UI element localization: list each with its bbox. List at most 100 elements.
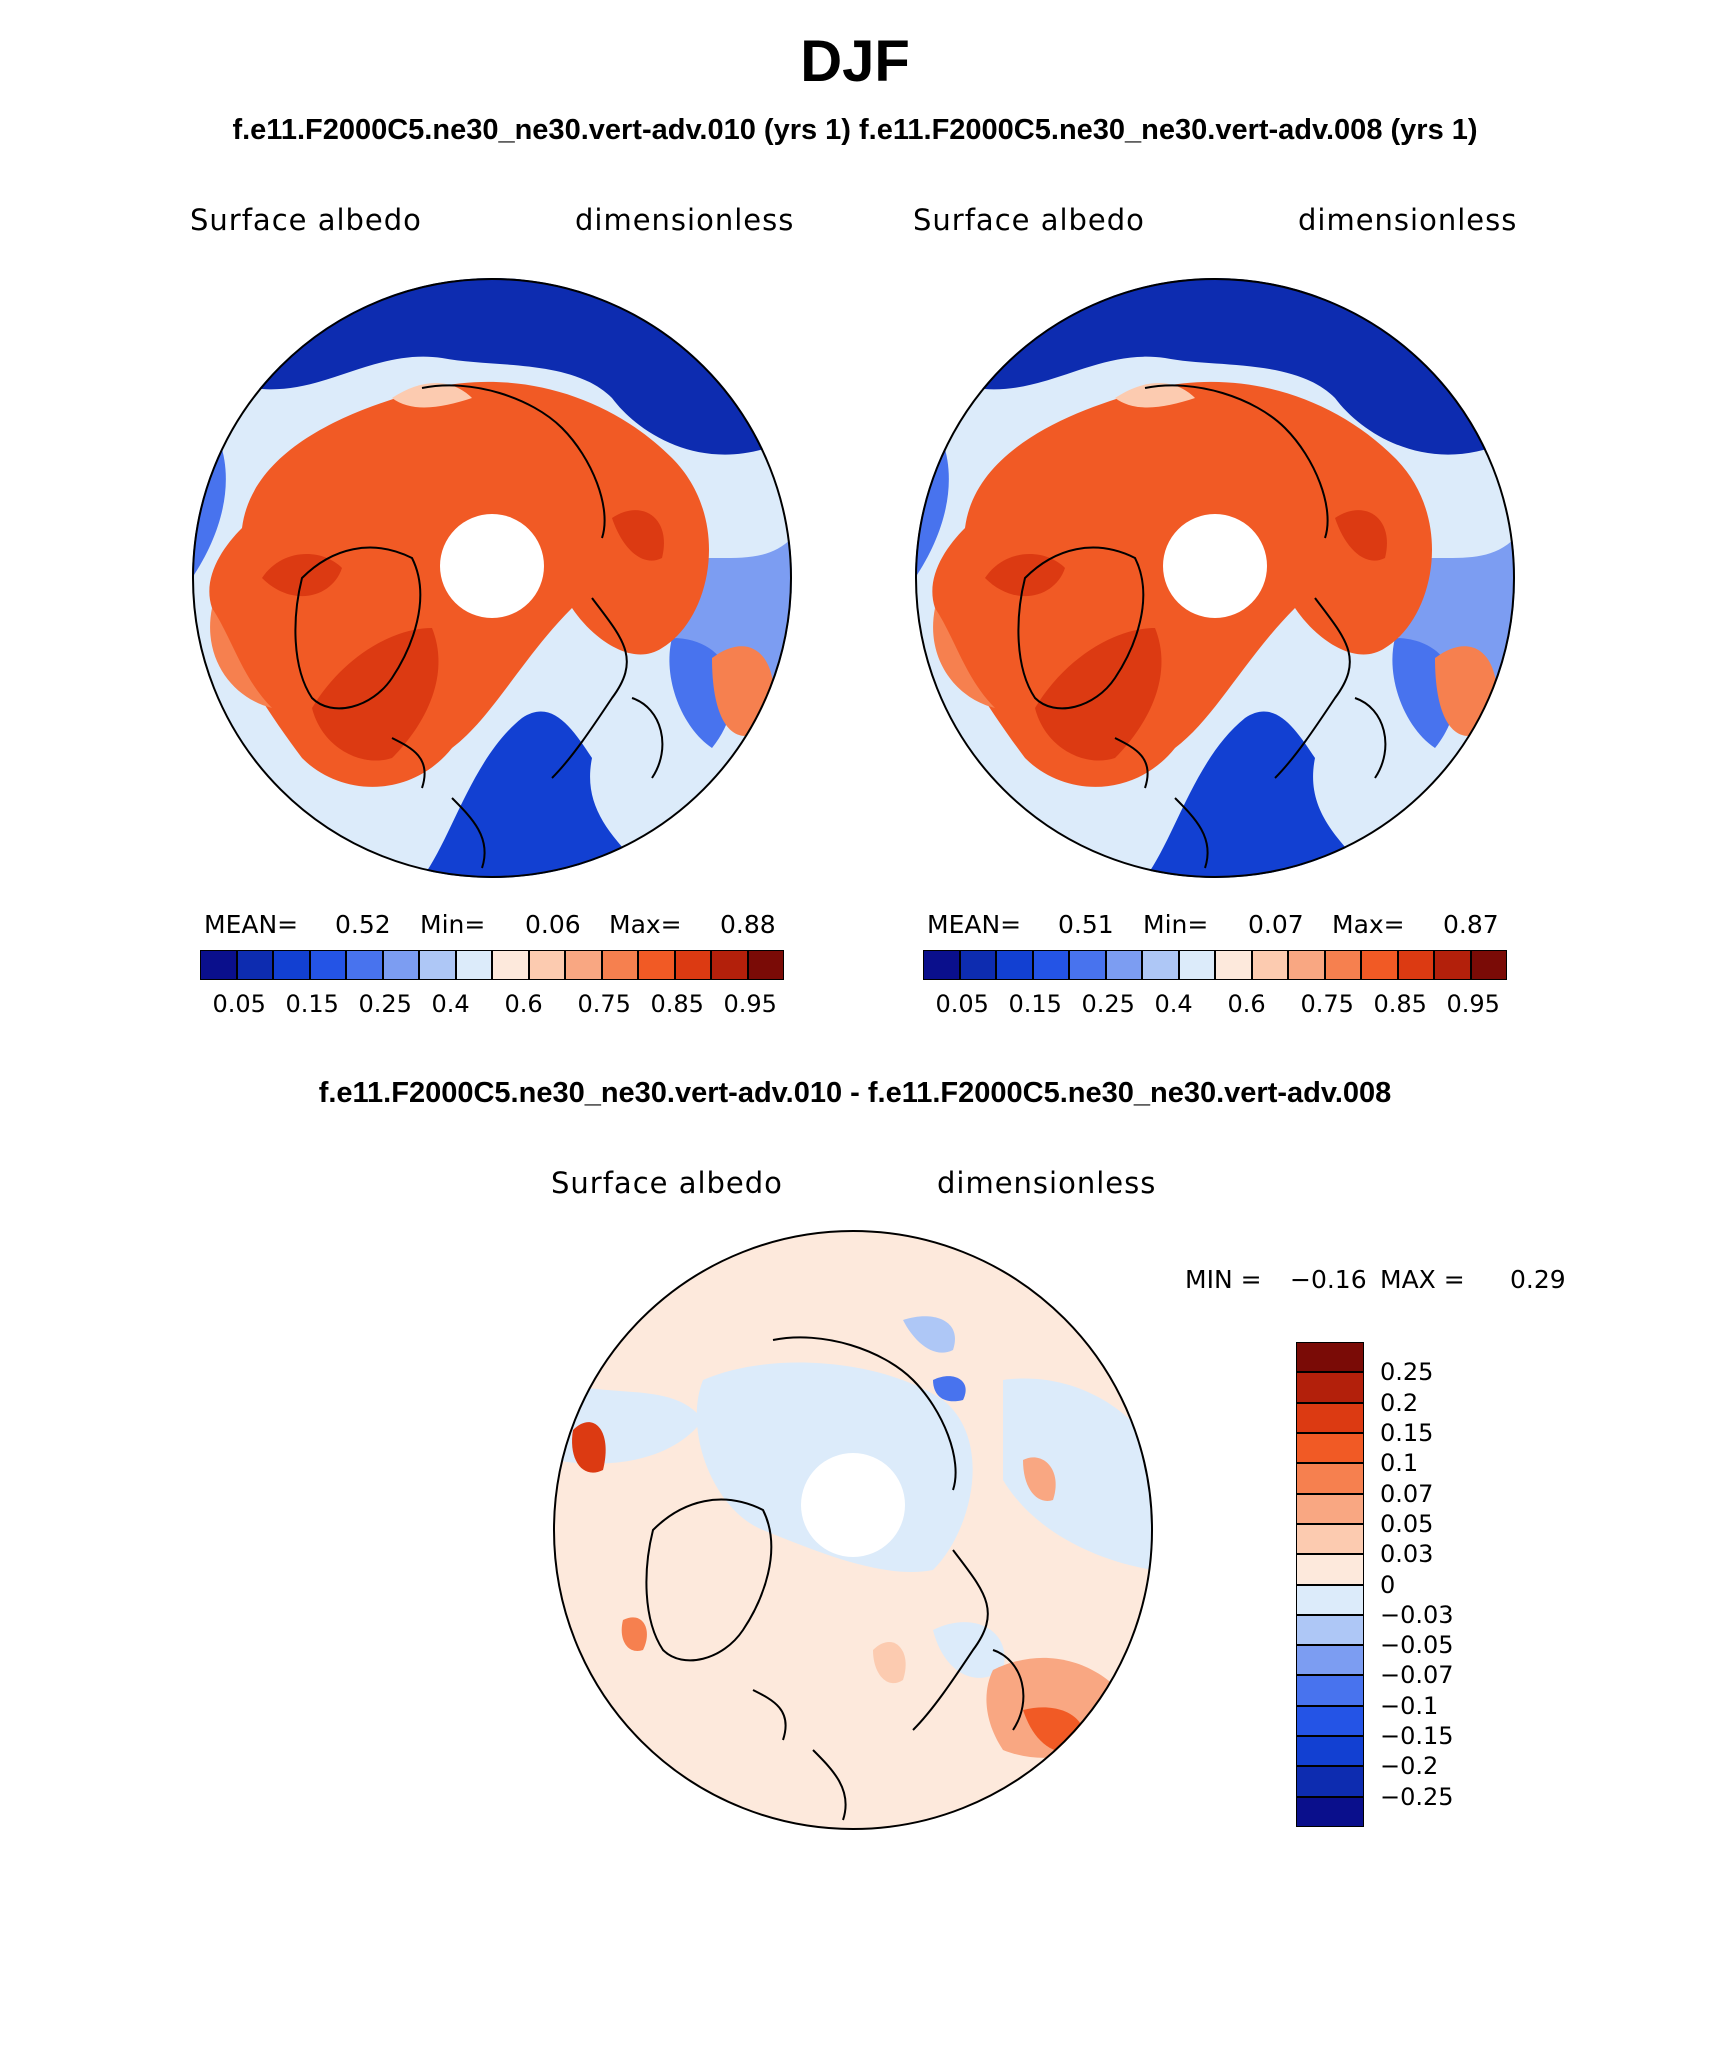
panel1-units-label: dimensionless <box>575 203 795 237</box>
colorbar-swatch <box>1397 950 1434 980</box>
colorbar-tick-label: −0.03 <box>1380 1600 1454 1629</box>
colorbar-tick-label: −0.05 <box>1380 1631 1454 1660</box>
colorbar-swatch <box>1215 950 1252 980</box>
colorbar-swatch <box>1069 950 1106 980</box>
panel2-units-label: dimensionless <box>1298 203 1518 237</box>
colorbar-swatch <box>1288 950 1325 980</box>
colorbar-swatch <box>1178 950 1215 980</box>
colorbar-swatch <box>1251 950 1288 980</box>
colorbar-swatch <box>923 950 960 980</box>
colorbar-swatch <box>1296 1342 1364 1373</box>
panel2-min-value: 0.07 <box>1248 910 1304 939</box>
colorbar-swatch <box>1296 1493 1364 1524</box>
colorbar-tick-label: 0.95 <box>723 990 777 1018</box>
colorbar-tick-label: 0.95 <box>1446 990 1500 1018</box>
colorbar-swatch <box>1470 950 1507 980</box>
colorbar-swatch <box>419 950 456 980</box>
colorbar-tick-label: −0.25 <box>1380 1782 1454 1811</box>
colorbar-swatch <box>1296 1554 1364 1585</box>
panel2-max-label: Max= <box>1332 910 1405 939</box>
colorbar-swatch <box>1296 1402 1364 1433</box>
colorbar-tick-label: 0.15 <box>285 990 339 1018</box>
colorbar-swatch <box>601 950 638 980</box>
colorbar-swatch <box>346 950 383 980</box>
colorbar-tick-label: 0.75 <box>577 990 631 1018</box>
colorbar-tick-label: 0.75 <box>1300 990 1354 1018</box>
colorbar-swatch <box>747 950 784 980</box>
colorbar-tick-label: 0.4 <box>1154 990 1193 1018</box>
colorbar-tick-label: 0.6 <box>504 990 543 1018</box>
panel3-units-label: dimensionless <box>937 1166 1157 1200</box>
colorbar-swatch <box>200 950 237 980</box>
panel2-max-value: 0.87 <box>1443 910 1499 939</box>
colorbar-swatch <box>1296 1614 1364 1646</box>
colorbar-swatch <box>492 950 529 980</box>
panel1-max-label: Max= <box>609 910 682 939</box>
colorbar-swatch <box>1296 1736 1364 1767</box>
panel3-max-label: MAX = <box>1380 1265 1465 1294</box>
panel3-max-value: 0.29 <box>1510 1265 1566 1294</box>
colorbar-swatch <box>1296 1432 1364 1464</box>
map-panel-difference <box>553 1230 1153 1830</box>
colorbar-swatch <box>1296 1766 1364 1797</box>
colorbar-tick-label: 0.03 <box>1380 1540 1434 1569</box>
colorbar-swatch <box>638 950 675 980</box>
colorbar-swatch <box>1296 1372 1364 1403</box>
panel1-min-value: 0.06 <box>525 910 581 939</box>
panel3-min-label: MIN = <box>1185 1265 1262 1294</box>
colorbar-tick-label: −0.2 <box>1380 1752 1439 1781</box>
colorbar-swatch <box>1296 1705 1364 1737</box>
colorbar-tick-label: 0.05 <box>935 990 989 1018</box>
colorbar-panel-010 <box>200 950 784 980</box>
colorbar-tick-label: 0 <box>1380 1570 1396 1599</box>
colorbar-tick-label: 0.05 <box>1380 1509 1434 1538</box>
colorbar-tick-label: 0.25 <box>1380 1358 1434 1387</box>
panel1-variable-label: Surface albedo <box>190 203 422 237</box>
colorbar-swatch <box>996 950 1033 980</box>
colorbar-swatch <box>1296 1463 1364 1494</box>
top-subtitle: f.e11.F2000C5.ne30_ne30.vert-adv.010 (yr… <box>232 114 1478 146</box>
colorbar-swatch <box>309 950 346 980</box>
colorbar-tick-label: 0.1 <box>1380 1449 1419 1478</box>
colorbar-tick-label: 0.15 <box>1008 990 1062 1018</box>
colorbar-swatch <box>1434 950 1471 980</box>
colorbar-swatch <box>382 950 419 980</box>
map-panel-010 <box>192 278 792 878</box>
colorbar-swatch <box>528 950 565 980</box>
panel3-min-value: −0.16 <box>1290 1265 1367 1294</box>
figure-title: DJF <box>800 29 910 94</box>
panel3-variable-label: Surface albedo <box>551 1166 783 1200</box>
colorbar-labels-panel-008: 0.05 0.15 0.25 0.4 0.6 0.75 0.85 0.95 <box>923 990 1507 1020</box>
colorbar-swatch <box>959 950 996 980</box>
colorbar-tick-label: 0.05 <box>212 990 266 1018</box>
colorbar-swatch <box>1105 950 1142 980</box>
map-panel-008 <box>915 278 1515 878</box>
colorbar-swatch <box>1296 1523 1364 1555</box>
colorbar-tick-label: 0.07 <box>1380 1479 1434 1508</box>
panel1-mean-value: 0.52 <box>335 910 391 939</box>
colorbar-tick-label: 0.2 <box>1380 1388 1419 1417</box>
colorbar-swatch <box>1032 950 1069 980</box>
colorbar-swatch <box>273 950 310 980</box>
colorbar-tick-label: 0.85 <box>1373 990 1427 1018</box>
colorbar-swatch <box>565 950 602 980</box>
panel2-mean-label: MEAN= <box>927 910 1022 939</box>
difference-subtitle: f.e11.F2000C5.ne30_ne30.vert-adv.010 - f… <box>318 1077 1392 1109</box>
colorbar-swatch <box>674 950 711 980</box>
colorbar-labels-panel-010: 0.05 0.15 0.25 0.4 0.6 0.75 0.85 0.95 <box>200 990 784 1020</box>
panel1-min-label: Min= <box>420 910 486 939</box>
colorbar-swatch <box>1296 1645 1364 1676</box>
colorbar-tick-label: −0.1 <box>1380 1691 1439 1720</box>
colorbar-tick-label: 0.85 <box>650 990 704 1018</box>
panel2-min-label: Min= <box>1143 910 1209 939</box>
colorbar-tick-label: 0.15 <box>1380 1418 1434 1447</box>
panel2-mean-value: 0.51 <box>1058 910 1114 939</box>
colorbar-swatch <box>236 950 273 980</box>
colorbar-swatch <box>1324 950 1361 980</box>
panel1-max-value: 0.88 <box>720 910 776 939</box>
colorbar-swatch <box>1296 1796 1364 1827</box>
colorbar-swatch <box>1142 950 1179 980</box>
colorbar-swatch <box>1361 950 1398 980</box>
colorbar-tick-label: −0.07 <box>1380 1661 1454 1690</box>
colorbar-swatch <box>1296 1584 1364 1615</box>
